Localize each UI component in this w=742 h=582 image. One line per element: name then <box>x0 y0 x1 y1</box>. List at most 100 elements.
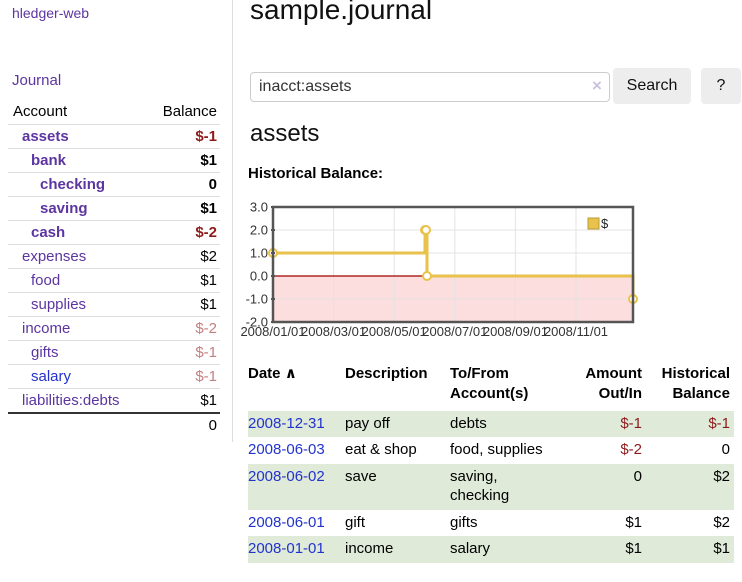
y-tick-label: -2.0 <box>246 315 268 330</box>
account-cell: salary <box>8 364 145 389</box>
account-balance: $-1 <box>144 124 220 149</box>
register-accounts-cell: debts <box>450 414 487 432</box>
account-balance: $2 <box>144 244 220 269</box>
account-link[interactable]: assets <box>22 128 69 145</box>
account-row: bank $1 <box>8 148 220 173</box>
accounts-header-account: Account <box>13 103 68 120</box>
accounts-header-balance: Balance <box>162 103 217 120</box>
x-tick-label: 2008/01/01 <box>240 324 305 339</box>
register-header-description: Description <box>345 365 428 382</box>
transaction-date-link[interactable]: 2008-12-31 <box>248 414 325 432</box>
account-link[interactable]: cash <box>31 224 66 241</box>
main-content: sample.journal × Search ? assets Histori… <box>240 0 742 582</box>
x-tick-label: 2008/05/01 <box>362 324 427 339</box>
account-balance: $-1 <box>144 340 220 365</box>
x-tick-label: 2008/03/01 <box>301 324 366 339</box>
transaction-date-link[interactable]: 2008-06-02 <box>248 468 325 485</box>
register-description-cell: save <box>345 468 377 485</box>
register-amount-cell: 0 <box>633 468 642 485</box>
register-accounts-cell: saving, checking <box>450 468 510 504</box>
accounts-total-row: 0 <box>8 412 220 437</box>
register-header-row: Date ∧ Description To/From Account(s) Am… <box>248 362 734 411</box>
account-cell: cash <box>8 220 145 245</box>
y-tick-label: 2.0 <box>250 223 268 238</box>
account-balance: $1 <box>144 268 220 293</box>
register-row: 2008-06-02 save saving, checking 0 $2 <box>248 464 734 510</box>
register-table: Date ∧ Description To/From Account(s) Am… <box>248 362 734 563</box>
account-link[interactable]: expenses <box>22 248 87 265</box>
transaction-date-link[interactable]: 2008-06-01 <box>248 513 325 531</box>
legend-label: $ <box>601 216 609 231</box>
sort-ascending-icon: ∧ <box>284 365 297 382</box>
app-brand-link[interactable]: hledger-web <box>12 5 90 21</box>
account-link[interactable]: gifts <box>31 344 59 361</box>
register-header-accounts: To/From Account(s) <box>450 365 529 403</box>
register-description-cell: income <box>345 540 394 558</box>
transaction-date-link[interactable]: 2008-06-03 <box>248 441 325 459</box>
account-link[interactable]: liabilities:debts <box>22 392 120 409</box>
account-link[interactable]: bank <box>31 152 67 169</box>
sidebar: hledger-web Journal Account Balance asse… <box>0 0 233 442</box>
chart-title: Historical Balance: <box>248 165 384 182</box>
register-amount-cell: $1 <box>625 540 642 558</box>
register-description-cell: pay off <box>345 414 390 432</box>
accounts-total-spacer <box>8 412 145 437</box>
x-tick-label: 2008/09/01 <box>483 324 548 339</box>
search-button[interactable]: Search <box>613 68 691 104</box>
register-balance-cell: $2 <box>713 513 730 531</box>
help-button[interactable]: ? <box>701 68 741 104</box>
register-date-cell: 2008-06-02 <box>248 464 345 510</box>
register-row: 2008-01-01 income salary $1 $1 <box>248 536 734 563</box>
register-row: 2008-06-03 eat & shop food, supplies $-2 0 <box>248 437 734 464</box>
transaction-date-link[interactable]: 2008-01-01 <box>248 540 325 558</box>
account-balance: $1 <box>144 388 220 413</box>
register-balance-cell: $1 <box>713 540 730 558</box>
register-description-cell: eat & shop <box>345 441 417 459</box>
account-cell: supplies <box>8 292 145 317</box>
register-balance-cell: $2 <box>713 468 730 485</box>
account-link[interactable]: salary <box>31 368 72 385</box>
register-amount-cell: $-1 <box>620 414 642 432</box>
accounts-total-value: 0 <box>144 412 220 437</box>
account-row: supplies $1 <box>8 292 220 317</box>
account-cell: income <box>8 316 145 341</box>
register-row: 2008-06-01 gift gifts $1 $2 <box>248 510 734 537</box>
register-accounts-cell: gifts <box>450 513 478 531</box>
clear-search-icon[interactable]: × <box>592 76 602 95</box>
register-date-cell: 2008-06-01 <box>248 510 345 537</box>
register-header-balance: Historical Balance <box>661 365 730 403</box>
account-link[interactable]: income <box>22 320 71 337</box>
y-tick-label: -1.0 <box>246 292 268 307</box>
y-tick-label: 3.0 <box>250 200 268 215</box>
account-cell: saving <box>8 196 145 221</box>
account-link[interactable]: supplies <box>31 296 87 313</box>
account-balance: $-1 <box>144 364 220 389</box>
account-balance: $1 <box>144 196 220 221</box>
account-row: cash $-2 <box>8 220 220 245</box>
legend-swatch <box>587 217 600 230</box>
x-tick-label: 2008/07/01 <box>422 324 487 339</box>
account-link[interactable]: saving <box>40 200 88 217</box>
register-amount-cell: $-2 <box>620 441 642 459</box>
account-row: food $1 <box>8 268 220 293</box>
account-link[interactable]: food <box>31 272 61 289</box>
account-link[interactable]: checking <box>40 176 106 193</box>
account-cell: liabilities:debts <box>8 388 145 413</box>
account-row: liabilities:debts $1 <box>8 388 220 413</box>
historical-balance-chart: 3.0 2.0 1.0 0.0 -1.0 -2.0 2008/01/01 2008/03/01… <box>240 200 660 345</box>
account-row: salary $-1 <box>8 364 220 389</box>
account-row: checking 0 <box>8 172 220 197</box>
account-balance: $-2 <box>144 316 220 341</box>
account-cell: expenses <box>8 244 145 269</box>
register-date-cell: 2008-01-01 <box>248 536 345 563</box>
search-input[interactable] <box>250 72 610 102</box>
register-accounts-cell: salary <box>450 540 491 558</box>
account-cell: assets <box>8 124 145 149</box>
account-row: gifts $-1 <box>8 340 220 365</box>
account-row: saving $1 <box>8 196 220 221</box>
accounts-table: Account Balance assets $-1 bank $1 checking 0… <box>8 100 220 437</box>
register-header-date[interactable]: Date ∧ <box>248 365 297 382</box>
sidebar-item-journal[interactable]: Journal <box>12 72 62 89</box>
register-date-cell: 2008-12-31 <box>248 411 345 438</box>
register-date-cell: 2008-06-03 <box>248 437 345 464</box>
